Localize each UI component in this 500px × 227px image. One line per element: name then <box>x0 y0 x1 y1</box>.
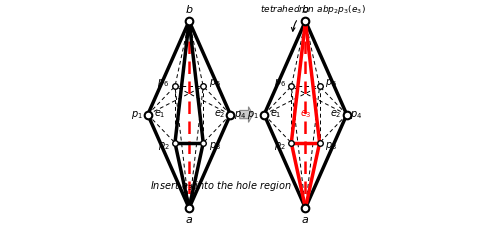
Text: $p_6$: $p_6$ <box>158 77 170 89</box>
Text: $p_4$: $p_4$ <box>350 109 362 121</box>
Text: a: a <box>302 215 309 225</box>
Text: $p_2$: $p_2$ <box>274 140 286 152</box>
Text: $p_2$: $p_2$ <box>158 140 170 152</box>
Text: $e_2$: $e_2$ <box>214 109 226 121</box>
Text: b: b <box>302 5 309 15</box>
Text: $p_1$: $p_1$ <box>247 109 258 121</box>
Text: b: b <box>186 5 192 15</box>
Text: $p_3$: $p_3$ <box>325 140 337 152</box>
Text: $p_3$: $p_3$ <box>208 140 220 152</box>
Text: $e_1$: $e_1$ <box>154 109 166 121</box>
Text: $p_5$: $p_5$ <box>325 77 337 89</box>
Text: $p_6$: $p_6$ <box>274 77 286 89</box>
Text: $p_1$: $p_1$ <box>130 109 142 121</box>
Text: $e_3$: $e_3$ <box>300 109 312 121</box>
Text: Insert $e_3$ into the hole region: Insert $e_3$ into the hole region <box>150 179 292 193</box>
Text: $e_2$: $e_2$ <box>330 109 342 121</box>
Text: $p_4$: $p_4$ <box>234 109 246 121</box>
Text: $p_5$: $p_5$ <box>208 77 220 89</box>
Polygon shape <box>240 107 253 122</box>
Text: tetrahedron $abp_2p_3(e_3)$: tetrahedron $abp_2p_3(e_3)$ <box>260 3 366 31</box>
Text: $e_1$: $e_1$ <box>270 109 282 121</box>
Text: a: a <box>186 215 192 225</box>
